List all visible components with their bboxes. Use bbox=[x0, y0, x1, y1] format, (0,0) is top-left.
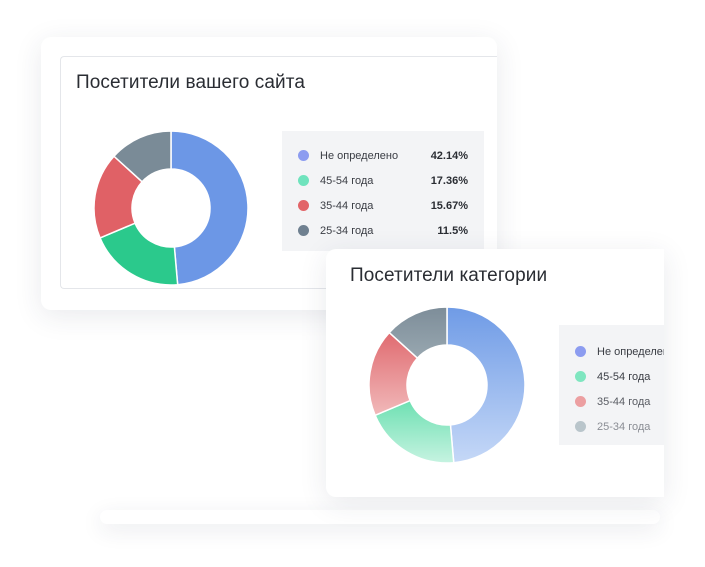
legend-dot-25-34 bbox=[575, 421, 586, 432]
legend-label: 45-54 года bbox=[320, 174, 374, 187]
slice-25-34[interactable] bbox=[112, 130, 172, 183]
legend-row-undefined[interactable]: Не определено 42.14% bbox=[282, 143, 484, 168]
legend-row-35-44[interactable]: 35-44 года 15.67% bbox=[282, 193, 484, 218]
legend-dot-undefined bbox=[298, 150, 309, 161]
legend-value: 11.5% bbox=[437, 224, 468, 237]
site-visitors-donut bbox=[93, 130, 249, 286]
legend-label: 35-44 года bbox=[320, 199, 374, 212]
legend-label: 25-34 года bbox=[320, 224, 374, 237]
legend-row-45-54[interactable]: 45-54 года bbox=[559, 364, 664, 389]
legend-dot-25-34 bbox=[298, 225, 309, 236]
category-visitors-card: Посетители категории Не определен 45-54 … bbox=[326, 249, 664, 497]
site-visitors-card: Посетители вашего сайта Не определено 42… bbox=[41, 37, 497, 310]
site-visitors-panel: Посетители вашего сайта Не определено 42… bbox=[60, 56, 497, 289]
legend-label: 45-54 года bbox=[597, 370, 651, 383]
legend-label: 35-44 года bbox=[597, 395, 651, 408]
legend-label: 25-34 года bbox=[597, 420, 651, 433]
slice-25-34[interactable] bbox=[388, 306, 448, 360]
site-visitors-legend: Не определено 42.14% 45-54 года 17.36% 3… bbox=[282, 131, 484, 251]
legend-dot-35-44 bbox=[575, 396, 586, 407]
legend-dot-45-54 bbox=[575, 371, 586, 382]
legend-value: 15.67% bbox=[430, 199, 468, 212]
legend-dot-35-44 bbox=[298, 200, 309, 211]
category-visitors-donut bbox=[368, 306, 526, 464]
legend-value: 42.14% bbox=[430, 149, 468, 162]
category-visitors-legend: Не определен 45-54 года 35-44 года 25-34… bbox=[559, 325, 664, 445]
card-stack-shadow bbox=[100, 510, 660, 524]
legend-row-undefined[interactable]: Не определен bbox=[559, 339, 664, 364]
slice-undefined[interactable] bbox=[446, 306, 526, 464]
slice-undefined[interactable] bbox=[170, 130, 249, 286]
legend-dot-undefined bbox=[575, 346, 586, 357]
legend-dot-45-54 bbox=[298, 175, 309, 186]
legend-row-35-44[interactable]: 35-44 года bbox=[559, 389, 664, 414]
legend-row-45-54[interactable]: 45-54 года 17.36% bbox=[282, 168, 484, 193]
category-visitors-title: Посетители категории bbox=[350, 265, 548, 286]
legend-value: 17.36% bbox=[430, 174, 468, 187]
legend-label: Не определено bbox=[320, 149, 399, 162]
legend-row-25-34[interactable]: 25-34 года 11.5% bbox=[282, 218, 484, 243]
legend-row-25-34[interactable]: 25-34 года bbox=[559, 414, 664, 439]
site-visitors-title: Посетители вашего сайта bbox=[76, 72, 306, 93]
legend-label: Не определен bbox=[597, 345, 664, 358]
